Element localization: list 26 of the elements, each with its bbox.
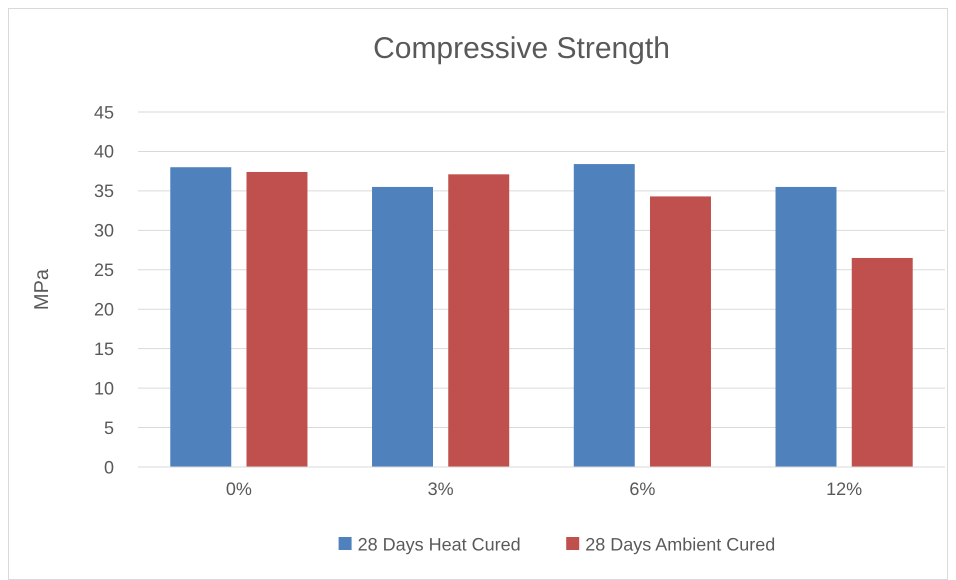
y-tick-label: 5 xyxy=(104,418,114,438)
x-tick-label: 0% xyxy=(226,479,252,499)
bar xyxy=(246,172,308,467)
y-tick-label: 30 xyxy=(94,220,114,241)
bar xyxy=(372,186,434,467)
y-tick-label: 10 xyxy=(94,378,114,398)
x-tick-label: 6% xyxy=(629,479,656,499)
legend-label: 28 Days Heat Cured xyxy=(358,534,521,554)
bar xyxy=(852,258,913,467)
bar xyxy=(574,164,635,467)
y-tick-label: 0 xyxy=(104,457,114,478)
y-tick-label: 45 xyxy=(94,102,114,122)
y-axis-title: MPa xyxy=(31,268,53,310)
y-tick-label: 15 xyxy=(94,338,114,359)
y-tick-label: 35 xyxy=(94,181,114,202)
y-tick-label: 25 xyxy=(94,260,114,280)
x-tick-label: 12% xyxy=(826,479,862,499)
y-tick-label: 20 xyxy=(94,300,114,320)
y-tick-label: 40 xyxy=(94,142,114,162)
bar xyxy=(170,167,232,467)
bar xyxy=(776,186,837,467)
bar xyxy=(650,196,711,467)
chart-title: Compressive Strength xyxy=(373,32,670,65)
legend-label: 28 Days Ambient Cured xyxy=(585,534,776,554)
x-tick-label: 3% xyxy=(428,479,454,499)
bar xyxy=(448,174,510,467)
